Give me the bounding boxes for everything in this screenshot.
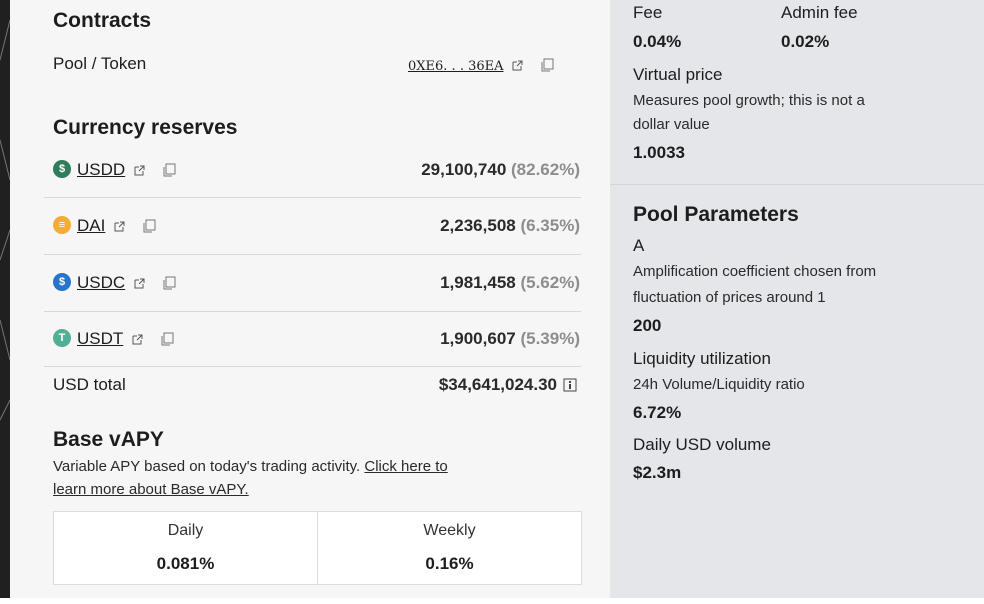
external-link-icon[interactable] <box>134 163 145 181</box>
bottom-edge <box>0 598 984 604</box>
section-divider <box>610 184 984 185</box>
dai-coin-icon: ≡ <box>53 216 71 234</box>
reserve-row-dai: ≡ DAI <box>53 216 156 238</box>
row-divider <box>44 311 581 312</box>
virtual-price-desc-line2: dollar value <box>633 116 710 133</box>
base-vapy-learn-more-link-cont[interactable]: learn more about Base vAPY. <box>53 481 249 498</box>
pool-token-label: Pool / Token <box>53 54 147 73</box>
a-desc-line1: Amplification coefficient chosen from <box>633 263 877 280</box>
usd-total-value: $34,641,024.30 <box>438 375 557 394</box>
pool-info-panel <box>10 0 610 598</box>
apy-weekly-value: 0.16% <box>425 554 474 573</box>
base-vapy-learn-more-link[interactable]: Click here to <box>364 458 448 475</box>
contracts-heading: Contracts <box>53 9 152 32</box>
apy-daily-cell: Daily 0.081% <box>54 512 317 584</box>
reserve-row-usdc: $ USDC <box>53 273 176 295</box>
daily-usd-volume-label: Daily USD volume <box>633 435 771 454</box>
background-strip <box>0 0 10 604</box>
pool-address-row: 0XE6. . . 36EA <box>408 57 554 77</box>
row-divider <box>44 197 581 198</box>
external-link-icon[interactable] <box>132 332 143 350</box>
usdd-reserve-value: 29,100,740 (82.62%) <box>421 160 580 179</box>
info-icon[interactable] <box>563 378 577 397</box>
apy-divider <box>317 512 318 584</box>
usdc-link[interactable]: USDC <box>77 273 126 292</box>
usdt-coin-icon: T <box>53 329 71 347</box>
usdc-reserve-value: 1,981,458 (5.62%) <box>440 273 580 292</box>
pool-stats-panel <box>610 0 984 598</box>
liquidity-utilization-value: 6.72% <box>633 403 682 422</box>
virtual-price-desc-line1: Measures pool growth; this is not a <box>633 92 865 109</box>
virtual-price-label: Virtual price <box>633 65 723 84</box>
apy-weekly-label: Weekly <box>423 522 476 539</box>
a-value: 200 <box>633 316 662 335</box>
reserve-row-usdt: T USDT <box>53 329 174 351</box>
pool-address-link[interactable]: 0XE6. . . 36EA <box>408 59 504 74</box>
fee-label: Fee <box>633 3 663 22</box>
fee-value: 0.04% <box>633 32 682 51</box>
copy-icon[interactable] <box>161 332 174 351</box>
usd-total-label: USD total <box>53 375 126 394</box>
base-vapy-desc-text: Variable APY based on today's trading ac… <box>53 458 361 475</box>
usdc-coin-icon: $ <box>53 273 71 291</box>
liquidity-utilization-desc: 24h Volume/Liquidity ratio <box>633 376 805 393</box>
row-divider <box>44 366 581 367</box>
usdt-reserve-value: 1,900,607 (5.39%) <box>440 329 580 348</box>
usdd-coin-icon: $ <box>53 160 71 178</box>
admin-fee-value: 0.02% <box>781 32 830 51</box>
dai-link[interactable]: DAI <box>77 216 106 235</box>
apy-weekly-cell: Weekly 0.16% <box>318 512 581 584</box>
copy-icon[interactable] <box>163 276 176 295</box>
copy-icon[interactable] <box>541 58 554 77</box>
row-divider <box>44 254 581 255</box>
copy-icon[interactable] <box>143 219 156 238</box>
usdd-link[interactable]: USDD <box>77 160 126 179</box>
liquidity-utilization-label: Liquidity utilization <box>633 349 771 368</box>
pool-parameters-heading: Pool Parameters <box>633 203 799 226</box>
apy-daily-label: Daily <box>167 522 204 539</box>
copy-icon[interactable] <box>163 163 176 182</box>
dai-reserve-value: 2,236,508 (6.35%) <box>440 216 580 235</box>
external-link-icon[interactable] <box>512 58 523 76</box>
admin-fee-label: Admin fee <box>781 3 858 22</box>
reserve-row-usdd: $ USDD <box>53 160 176 182</box>
a-label: A <box>633 236 645 255</box>
currency-reserves-heading: Currency reserves <box>53 116 238 139</box>
apy-table: Daily 0.081% Weekly 0.16% <box>53 511 582 585</box>
apy-daily-value: 0.081% <box>156 554 215 573</box>
external-link-icon[interactable] <box>114 219 125 237</box>
usdt-link[interactable]: USDT <box>77 329 124 348</box>
a-desc-line2: fluctuation of prices around 1 <box>633 289 826 306</box>
base-vapy-description: Variable APY based on today's trading ac… <box>53 458 448 475</box>
external-link-icon[interactable] <box>134 276 145 294</box>
daily-usd-volume-value: $2.3m <box>633 463 682 482</box>
base-vapy-heading: Base vAPY <box>53 428 164 451</box>
virtual-price-value: 1.0033 <box>633 143 685 162</box>
